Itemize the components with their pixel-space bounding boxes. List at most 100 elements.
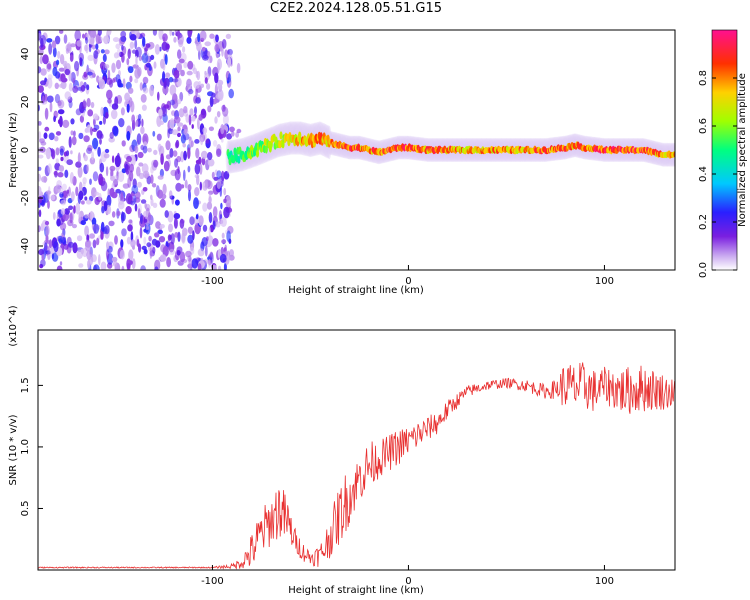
noise-blob [54,136,59,142]
noise-blob [137,208,141,219]
noise-blob [197,33,201,43]
noise-blob [65,150,70,157]
noise-blob [114,155,121,168]
noise-blob [199,30,207,41]
noise-blob [84,214,89,219]
ridge-halo [263,129,269,163]
noise-blob [56,218,61,227]
noise-blob [143,218,148,223]
noise-blob [194,139,200,144]
colorbar-label: Normalized spectral amplitude [737,73,748,227]
noise-blob [191,115,196,122]
noise-blob [60,199,67,206]
noise-blob [43,132,48,139]
noise-blob [106,89,113,100]
noise-blob [204,70,207,76]
noise-blob [46,95,54,103]
noise-blob [171,78,179,83]
noise-blob [49,247,55,255]
noise-blob [73,205,76,214]
noise-blob [188,189,191,202]
noise-blob [152,246,156,254]
noise-blob [191,124,194,129]
noise-blob [165,242,170,247]
noise-blob [116,48,121,58]
noise-blob [48,132,55,141]
noise-blob [128,219,133,224]
noise-blob [154,232,160,238]
noise-blob [96,130,103,139]
noise-blob [72,224,77,229]
noise-blob [116,211,121,216]
noise-blob [59,191,64,198]
noise-blob [78,212,81,223]
noise-blob [183,61,188,69]
noise-blob [217,248,222,259]
noise-blob [91,151,94,161]
noise-blob [198,114,203,121]
noise-blob [189,108,194,116]
noise-blob [95,43,99,50]
colorbar-tick-label: 0.8 [698,70,709,86]
noise-blob [220,217,227,228]
noise-blob [134,145,139,154]
noise-blob [153,61,157,69]
noise-blob [173,217,178,229]
noise-blob [192,230,195,241]
noise-blob [130,100,135,113]
noise-blob [57,50,61,59]
noise-blob [58,165,65,172]
x-tick-label: 100 [595,276,614,287]
spectrogram-panel: -100 0 100 -40 -20 0 20 40 Height of straight l… [8,29,676,296]
noise-blob [86,164,89,173]
noise-blob [64,208,70,215]
noise-blob [144,47,148,56]
noise-blob [92,171,99,182]
noise-blob [98,254,101,266]
noise-blob [201,47,206,52]
noise-blob [98,192,102,201]
noise-blob [90,101,95,109]
noise-blob [172,150,178,157]
snr-y-label: SNR (10 * v/v) [8,414,19,485]
noise-blob [211,92,216,98]
noise-blob [89,210,94,221]
noise-blob [148,66,152,71]
noise-blob [202,182,206,187]
noise-blob [59,261,63,266]
noise-blob [70,43,76,48]
noise-blob [76,39,83,47]
noise-blob [151,183,157,188]
noise-blob [143,236,147,245]
noise-blob [100,221,105,233]
noise-blob [195,97,202,104]
noise-blob [169,84,177,96]
noise-blob [157,143,162,152]
noise-blob [44,107,49,120]
noise-blob [178,108,185,118]
noise-blob [204,41,211,47]
noise-blob [100,106,104,117]
ridge-cell [237,155,241,164]
noise-blob [118,118,125,128]
x-tick-label: 0 [405,576,411,587]
noise-blob [140,265,146,270]
noise-blob [223,206,230,219]
noise-blob [178,58,185,64]
noise-blob [62,119,70,128]
noise-blob [195,71,199,78]
noise-blob [130,200,135,206]
noise-blob [183,129,189,135]
noise-blob [106,241,110,250]
noise-blob [60,156,64,162]
noise-blob [131,258,136,270]
noise-blob [130,239,136,248]
noise-blob [134,78,139,84]
noise-blob [48,239,53,249]
noise-blob [66,159,73,166]
noise-blob [55,147,60,156]
noise-blob [187,147,191,160]
noise-blob [106,30,112,36]
noise-blob [62,214,66,220]
noise-blob [59,115,63,128]
